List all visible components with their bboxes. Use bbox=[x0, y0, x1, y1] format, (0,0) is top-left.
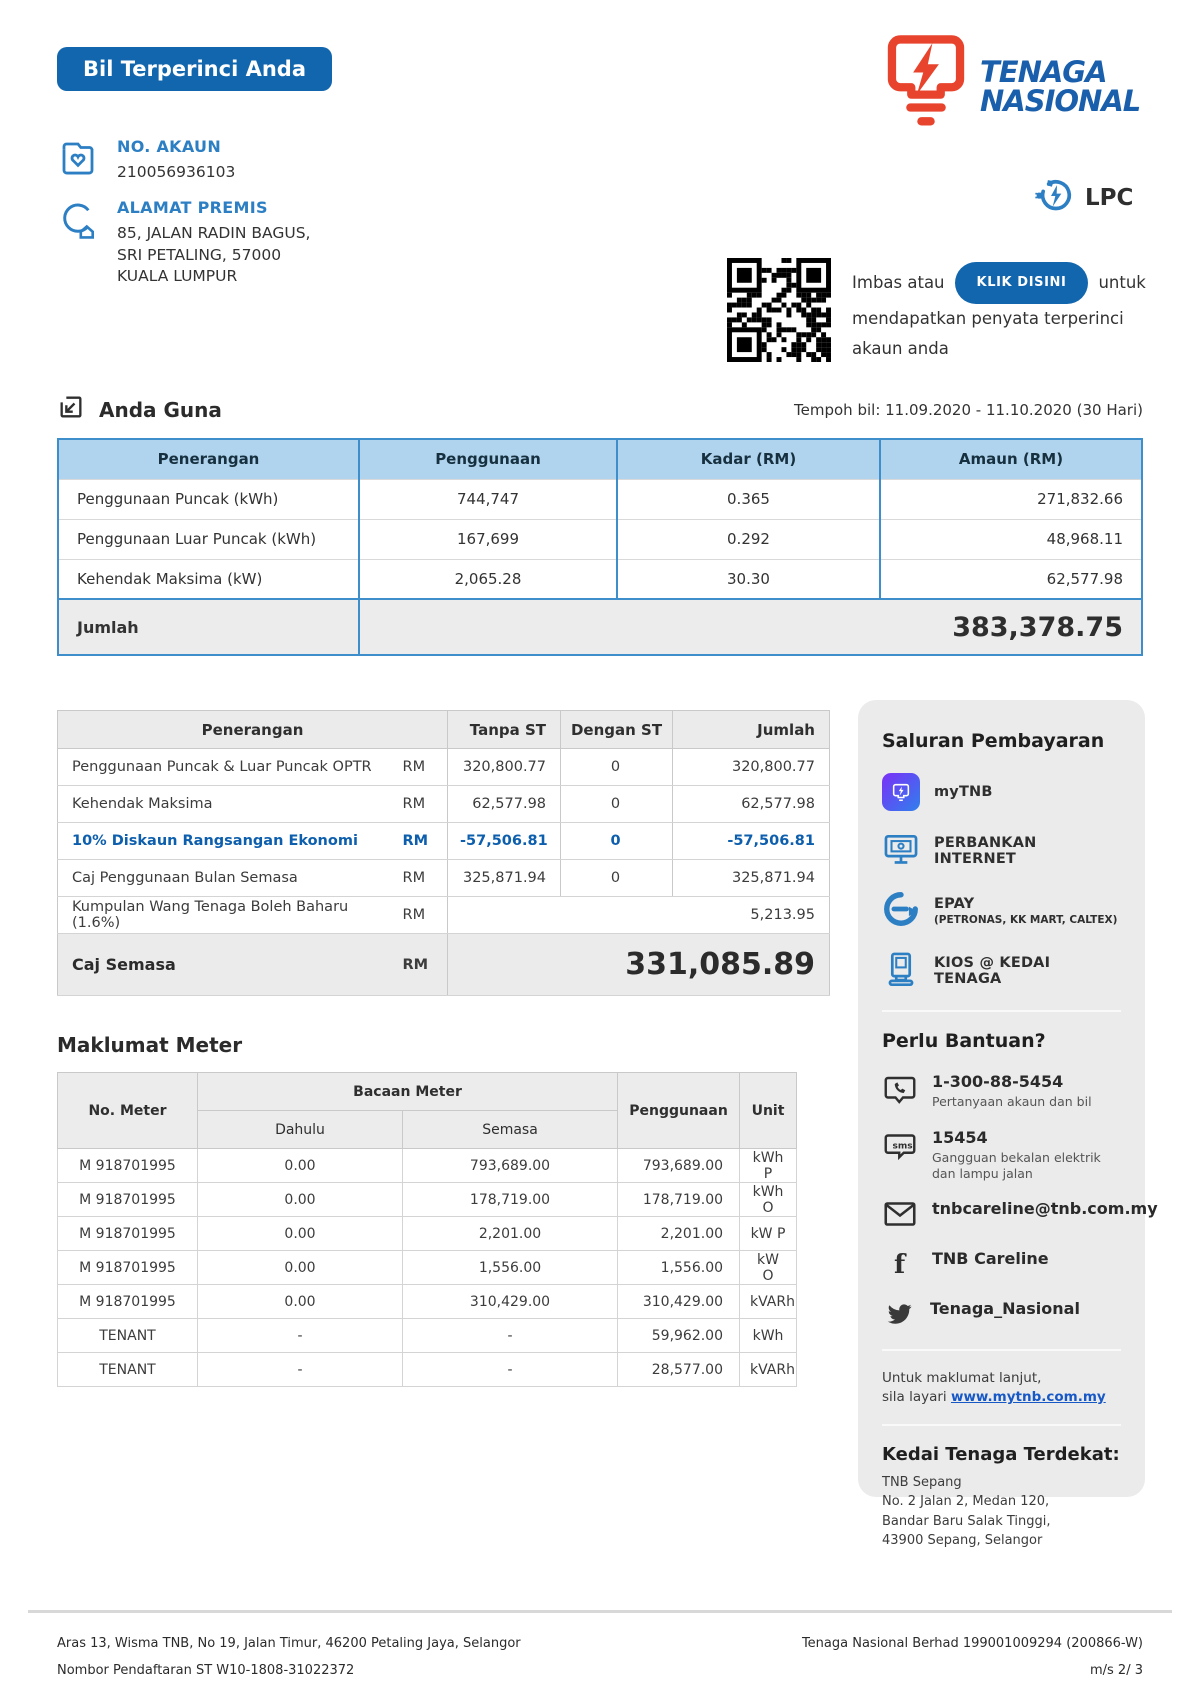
footer-divider bbox=[28, 1610, 1172, 1613]
more-info-note: Untuk maklumat lanjut, sila layari www.m… bbox=[882, 1369, 1106, 1406]
svg-text:f: f bbox=[894, 1250, 907, 1279]
klik-disini-button[interactable]: KLIK DISINI bbox=[954, 262, 1089, 304]
help-item-facebook: f TNB Careline bbox=[882, 1249, 1121, 1283]
account-label: NO. AKAUN bbox=[117, 137, 222, 156]
meter-row: TENANT - -28,577.00 kVARh bbox=[57, 1352, 797, 1387]
usage-row: Penggunaan Puncak (kWh) 744,747 0.365 27… bbox=[58, 478, 1142, 519]
scan-text-after: untuk bbox=[1098, 273, 1146, 292]
account-folder-heart-icon bbox=[57, 137, 99, 184]
meter-section-title: Maklumat Meter bbox=[57, 1033, 243, 1057]
scan-text-before: Imbas atau bbox=[852, 273, 945, 292]
charges-col-header: Dengan ST bbox=[560, 710, 674, 749]
billing-period: Tempoh bil: 11.09.2020 - 11.10.2020 (30 … bbox=[794, 400, 1143, 419]
usage-icon bbox=[57, 393, 85, 426]
payment-item-mytnb: myTNB bbox=[882, 772, 1121, 812]
charges-col-header: Jumlah bbox=[672, 710, 830, 749]
mytnb-link[interactable]: www.mytnb.com.my bbox=[950, 1389, 1106, 1406]
epay-icon bbox=[882, 890, 920, 932]
usage-col-header: Penggunaan bbox=[358, 439, 617, 479]
usage-table: Penerangan Penggunaan Kadar (RM) Amaun (… bbox=[57, 438, 1143, 656]
meter-col-header: Unit bbox=[739, 1072, 797, 1149]
meter-col-header: No. Meter bbox=[57, 1072, 198, 1149]
usage-row: Penggunaan Luar Puncak (kWh) 167,699 0.2… bbox=[58, 518, 1142, 559]
meter-row: TENANT - -59,962.00 kWh bbox=[57, 1318, 797, 1353]
meter-row: M 918701995 0.00 310,429.00 310,429.00 kVA… bbox=[57, 1284, 797, 1319]
internet-banking-icon bbox=[882, 830, 920, 872]
qr-code bbox=[727, 258, 831, 362]
charge-row: Kehendak Maksima RM 62,577.98 0 62,577.9… bbox=[57, 785, 830, 823]
tnb-bulb-icon bbox=[880, 30, 972, 132]
bill-title-badge: Bil Terperinci Anda bbox=[57, 47, 332, 91]
charge-row: Kumpulan Wang Tenaga Boleh Baharu (1.6%)… bbox=[57, 896, 830, 934]
meter-col-header: Semasa bbox=[401, 1110, 619, 1149]
account-number: 210056936103 bbox=[117, 163, 236, 181]
payment-item-epay: EPAY (PETRONAS, KK MART, CALTEX) bbox=[882, 890, 1121, 932]
usage-col-header: Kadar (RM) bbox=[616, 439, 880, 479]
envelope-icon bbox=[882, 1199, 918, 1233]
sms-bubble-icon: sms bbox=[882, 1128, 918, 1183]
meter-row: M 918701995 0.00 2,201.00 2,201.00 kW P bbox=[57, 1216, 797, 1251]
meter-row: M 918701995 0.00 1,556.00 1,556.00 kW O bbox=[57, 1250, 797, 1285]
help-item-sms: sms 15454 Gangguan bekalan elektrik dan … bbox=[882, 1128, 1121, 1183]
usage-row: Kehendak Maksima (kW) 2,065.28 30.30 62,… bbox=[58, 558, 1142, 599]
meter-row: M 918701995 0.00 793,689.00 793,689.00 kWh… bbox=[57, 1148, 797, 1183]
charge-row: Penggunaan Puncak & Luar Puncak OPTR RM … bbox=[57, 748, 830, 786]
meter-col-header: Penggunaan bbox=[617, 1072, 741, 1149]
charge-row-discount: 10% Diskaun Rangsangan Ekonomi RM -57,50… bbox=[57, 822, 830, 860]
mytnb-app-icon bbox=[882, 773, 920, 811]
payment-channels-title: Saluran Pembayaran bbox=[882, 730, 1105, 752]
sidebar: Saluran Pembayaran myTNB bbox=[858, 700, 1158, 1548]
payment-item-internet-banking: PERBANKAN INTERNET bbox=[882, 830, 1121, 872]
footer-company-registration: Tenaga Nasional Berhad 199001009294 (200… bbox=[802, 1630, 1143, 1685]
scan-instruction: Imbas atau KLIK DISINI untuk mendapatkan… bbox=[852, 262, 1152, 364]
sidebar-divider bbox=[882, 1010, 1121, 1012]
kiosk-icon bbox=[882, 950, 920, 992]
footer-company-address: Aras 13, Wisma TNB, No 19, Jalan Timur, … bbox=[57, 1636, 521, 1679]
usage-col-header: Penerangan bbox=[58, 439, 359, 479]
charges-col-header: Tanpa ST bbox=[447, 710, 562, 749]
footer: Aras 13, Wisma TNB, No 19, Jalan Timur, … bbox=[57, 1630, 1143, 1685]
meter-col-header: Bacaan Meter bbox=[196, 1072, 619, 1111]
usage-total-value: 383,378.75 bbox=[358, 598, 1142, 655]
charge-row: Caj Penggunaan Bulan Semasa RM 325,871.9… bbox=[57, 859, 830, 897]
twitter-icon bbox=[882, 1299, 916, 1333]
lpc-icon bbox=[1035, 176, 1075, 220]
help-item-twitter: Tenaga_Nasional bbox=[882, 1299, 1121, 1333]
premise-location-icon bbox=[57, 198, 99, 288]
premise-address: 85, JALAN RADIN BAGUS, SRI PETALING, 570… bbox=[117, 224, 311, 286]
usage-total-row: Jumlah 383,378.75 bbox=[58, 598, 1142, 655]
lpc-badge: LPC bbox=[1035, 176, 1133, 220]
meter-table: No. Meter Bacaan Meter Penggunaan Unit D… bbox=[57, 1072, 797, 1387]
account-block: NO. AKAUN 210056936103 bbox=[57, 137, 235, 184]
help-title: Perlu Bantuan? bbox=[882, 1030, 1046, 1052]
phone-bubble-icon bbox=[882, 1072, 918, 1112]
facebook-icon: f bbox=[882, 1249, 918, 1283]
premise-label: ALAMAT PREMIS bbox=[117, 198, 268, 217]
charges-total-value: 331,085.89 bbox=[447, 933, 830, 996]
charges-total-row: Caj Semasa RM 331,085.89 bbox=[57, 933, 830, 996]
help-item-email: tnbcareline@tnb.com.my bbox=[882, 1199, 1158, 1233]
usage-col-header: Amaun (RM) bbox=[879, 439, 1142, 479]
payment-item-kiosk: KIOS @ KEDAI TENAGA bbox=[882, 950, 1121, 992]
nearest-store-address: TNB Sepang No. 2 Jalan 2, Medan 120, Ban… bbox=[882, 1474, 1051, 1549]
help-item-phone: 1-300-88-5454 Pertanyaan akaun dan bil bbox=[882, 1072, 1121, 1112]
page-number: m/s 2/ 3 bbox=[1089, 1663, 1143, 1679]
sidebar-divider bbox=[882, 1348, 1121, 1351]
svg-text:sms: sms bbox=[893, 1141, 913, 1151]
charges-table: Penerangan Tanpa ST Dengan ST Jumlah Pen… bbox=[56, 710, 830, 996]
lpc-label: LPC bbox=[1085, 185, 1134, 211]
meter-row: M 918701995 0.00 178,719.00 178,719.00 kWh… bbox=[57, 1182, 797, 1217]
tnb-logo-text: TENAGA NASIONAL bbox=[980, 55, 1141, 118]
charges-col-header: Penerangan bbox=[56, 710, 449, 749]
sidebar-divider bbox=[882, 1423, 1121, 1426]
meter-col-header: Dahulu bbox=[197, 1110, 403, 1149]
nearest-store-title: Kedai Tenaga Terdekat: bbox=[882, 1443, 1120, 1465]
usage-section-title: Anda Guna bbox=[57, 393, 222, 426]
premise-block: ALAMAT PREMIS 85, JALAN RADIN BAGUS, SRI… bbox=[57, 198, 310, 288]
tnb-logo: TENAGA NASIONAL bbox=[880, 30, 1141, 132]
